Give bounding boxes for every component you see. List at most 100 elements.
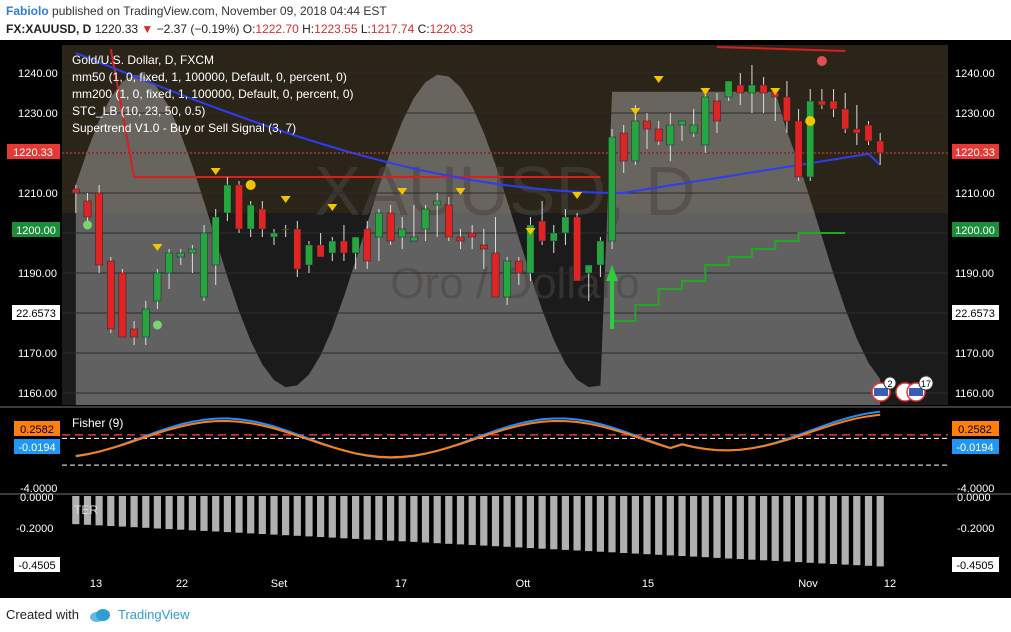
price-tick-left: 1160.00 bbox=[18, 388, 57, 400]
histogram-bar bbox=[713, 496, 721, 558]
histogram-bar bbox=[795, 496, 803, 563]
support-tag-right: 1200.00 bbox=[952, 222, 999, 237]
histogram-bar bbox=[375, 496, 383, 541]
histogram-bar bbox=[293, 496, 301, 536]
candle-body bbox=[258, 208, 267, 230]
symbol-label[interactable]: FX:XAUUSD, D bbox=[6, 22, 92, 36]
legend-mm50[interactable]: mm50 (1, 0, fixed, 1, 100000, Default, 0… bbox=[72, 70, 347, 84]
legend-stc[interactable]: STC_LB (10, 23, 50, 0.5) bbox=[72, 104, 206, 118]
candle-body bbox=[736, 84, 745, 94]
price-axis[interactable]: 1240.00 1240.00 1230.00 1230.00 1210.00 1210.… bbox=[18, 68, 995, 400]
tradingview-link[interactable]: TradingView bbox=[118, 607, 190, 622]
histogram-bar bbox=[107, 496, 115, 526]
histogram-bar bbox=[550, 496, 558, 550]
fisher-value-tag-left-text: -0.0194 bbox=[18, 442, 55, 454]
candle-body bbox=[95, 192, 103, 266]
chart-area[interactable]: XAUUSD, D Oro / Dollaro Fisher (9) TER 1… bbox=[0, 40, 1011, 598]
footer: Created with TradingView bbox=[0, 598, 1011, 632]
candle-body bbox=[619, 132, 628, 162]
histogram-bar bbox=[748, 496, 756, 560]
sell-signal-triangle bbox=[572, 192, 583, 199]
price-tick-right: 1240.00 bbox=[955, 68, 995, 80]
histogram-bar bbox=[561, 496, 569, 550]
histogram-bar bbox=[282, 496, 290, 536]
histogram-bar bbox=[503, 496, 511, 547]
symbol-info: FX:XAUUSD, D 1220.33 ▼ −2.37 (−0.19%) O:… bbox=[6, 22, 473, 36]
legend-mm200[interactable]: mm200 (1, 0, fixed, 1, 100000, Default, … bbox=[72, 87, 354, 101]
candle-body bbox=[806, 100, 815, 178]
histogram-bar bbox=[130, 496, 138, 528]
oscillator-label: TER bbox=[74, 503, 98, 517]
candle-body bbox=[188, 248, 197, 254]
histogram-bar bbox=[515, 496, 523, 548]
candle-body bbox=[118, 272, 127, 338]
histogram-bar bbox=[456, 496, 465, 545]
time-tick: 22 bbox=[176, 578, 188, 590]
open-label: O: bbox=[242, 22, 256, 36]
osc-top-tick-left: 0.0000 bbox=[20, 492, 54, 504]
candle-body bbox=[270, 232, 278, 238]
time-tick: Ott bbox=[516, 578, 531, 590]
candle-body bbox=[864, 124, 873, 142]
buy-signal-arrow bbox=[606, 265, 619, 329]
candle-body bbox=[689, 124, 698, 134]
histogram-bar bbox=[829, 496, 838, 564]
author-link[interactable]: Fabiolo bbox=[6, 4, 49, 18]
osc-mid-tick-right: -0.2000 bbox=[957, 523, 994, 535]
indicator-lines bbox=[62, 46, 948, 322]
histogram-bar bbox=[864, 496, 873, 566]
candle-body bbox=[141, 308, 150, 338]
candle-body bbox=[246, 204, 255, 230]
histogram-bar bbox=[410, 496, 418, 542]
candle-body bbox=[130, 328, 138, 338]
publish-text: published on TradingView.com, November 0… bbox=[52, 4, 387, 18]
price-change: −2.37 (−0.19%) bbox=[156, 22, 240, 36]
event-badge-1[interactable]: 2 bbox=[871, 376, 897, 402]
candle-body bbox=[876, 140, 885, 154]
candle-body bbox=[293, 228, 302, 270]
candle-body bbox=[479, 244, 488, 250]
price-chart[interactable]: XAUUSD, D Oro / Dollaro Fisher (9) TER 1… bbox=[0, 40, 1011, 598]
histogram-bar bbox=[363, 496, 371, 540]
histogram-bar bbox=[853, 496, 861, 566]
open-value: 1222.70 bbox=[255, 22, 299, 36]
candle-body bbox=[433, 200, 442, 206]
sell-signal-triangle bbox=[327, 204, 338, 211]
histogram-bar bbox=[841, 496, 849, 565]
candle-body bbox=[456, 236, 465, 242]
legend-supertrend[interactable]: Supertrend V1.0 - Buy or Sell Signal (3,… bbox=[72, 121, 297, 135]
histogram-bar bbox=[247, 496, 255, 534]
candle-body bbox=[351, 236, 360, 254]
time-tick: Nov bbox=[798, 578, 818, 590]
price-tick-left: 1170.00 bbox=[18, 348, 57, 360]
candle-body bbox=[584, 264, 593, 274]
histogram-bar bbox=[165, 496, 173, 530]
event-badge-1-count: 2 bbox=[887, 379, 892, 389]
signal-dot bbox=[816, 56, 827, 66]
candle-body bbox=[316, 244, 325, 258]
publish-info: Fabiolo published on TradingView.com, No… bbox=[6, 4, 387, 18]
candle-body bbox=[106, 260, 115, 330]
candle-body bbox=[538, 220, 546, 242]
time-tick: Set bbox=[271, 578, 288, 590]
price-tick-left: 1190.00 bbox=[18, 268, 57, 280]
tradingview-cloud-icon[interactable] bbox=[88, 606, 112, 624]
pane-separator[interactable] bbox=[0, 406, 1011, 408]
time-tick: 12 bbox=[884, 578, 896, 590]
supertrend-buy-line bbox=[612, 232, 846, 322]
pane-separator-2[interactable] bbox=[0, 493, 1011, 495]
histogram-bar bbox=[317, 496, 325, 537]
event-badge-2[interactable]: 17 bbox=[895, 375, 934, 402]
signal-markers bbox=[82, 56, 827, 330]
low-label: L: bbox=[360, 22, 371, 36]
candle-body bbox=[818, 100, 826, 106]
candle-body bbox=[549, 232, 558, 242]
time-axis[interactable]: 13 22 Set 17 Ott 15 Nov 12 bbox=[90, 578, 896, 590]
candle-body bbox=[444, 204, 453, 238]
support-tag-left: 1200.00 bbox=[12, 222, 60, 237]
candle-body bbox=[340, 240, 348, 254]
candle-body bbox=[526, 224, 535, 274]
buy-dot bbox=[152, 320, 162, 330]
sell-signal-triangle bbox=[653, 76, 664, 83]
histogram-bar bbox=[387, 496, 395, 541]
